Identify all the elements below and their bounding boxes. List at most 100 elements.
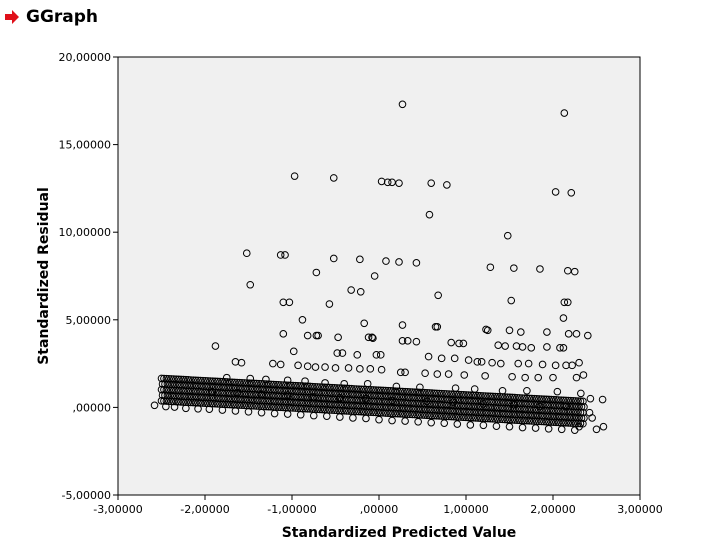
data-point <box>464 391 473 399</box>
data-point <box>572 402 581 411</box>
data-point <box>450 412 458 421</box>
data-point <box>549 407 558 415</box>
data-point <box>360 391 369 399</box>
data-point <box>411 388 419 396</box>
data-point <box>336 389 345 398</box>
data-point <box>527 344 536 352</box>
data-point <box>350 407 358 416</box>
data-point <box>492 398 501 406</box>
data-point <box>548 412 557 421</box>
data-point <box>308 405 317 413</box>
data-point <box>273 386 281 395</box>
data-point <box>525 405 534 414</box>
x-tick-label: 1,00000 <box>443 503 489 516</box>
data-point <box>268 386 276 394</box>
data-point <box>260 402 268 411</box>
data-point <box>436 406 445 415</box>
data-point <box>570 267 579 276</box>
data-point <box>201 376 210 385</box>
data-point <box>508 393 517 402</box>
data-point <box>515 394 524 402</box>
data-point <box>360 319 369 328</box>
data-point <box>269 359 277 368</box>
data-point <box>225 400 234 409</box>
data-point <box>413 388 422 397</box>
data-point <box>464 413 473 422</box>
data-point <box>253 396 262 405</box>
data-point <box>316 383 324 391</box>
data-point <box>501 415 509 424</box>
data-point <box>418 399 426 408</box>
data-point <box>404 393 413 402</box>
data-point <box>412 405 420 413</box>
data-point <box>180 392 189 401</box>
data-point <box>521 373 529 382</box>
data-point <box>455 396 464 404</box>
data-point <box>510 264 518 272</box>
data-point <box>278 397 286 406</box>
data-point <box>430 400 439 409</box>
data-point <box>425 389 434 397</box>
data-point <box>170 403 179 411</box>
data-point <box>401 368 409 377</box>
data-point <box>484 392 492 400</box>
data-point <box>272 392 280 400</box>
data-point <box>284 381 292 390</box>
data-point <box>173 392 181 400</box>
data-point <box>302 399 311 407</box>
data-point <box>228 378 236 387</box>
data-point <box>209 394 218 402</box>
data-point <box>330 384 339 392</box>
data-point <box>160 374 168 383</box>
data-point <box>328 395 336 403</box>
data-point <box>324 389 332 397</box>
data-point <box>183 381 191 390</box>
data-point <box>520 405 529 414</box>
data-point <box>398 410 407 418</box>
data-point <box>403 399 412 407</box>
data-point <box>493 404 502 412</box>
data-point <box>295 398 303 407</box>
data-point <box>182 375 190 384</box>
data-point <box>309 388 318 397</box>
data-point <box>190 393 199 401</box>
data-point <box>255 379 263 388</box>
data-point <box>474 414 482 422</box>
data-point <box>504 399 513 407</box>
data-point <box>341 401 350 409</box>
data-point <box>430 389 439 398</box>
data-point <box>574 419 582 428</box>
data-point <box>355 396 363 405</box>
data-point <box>311 382 319 391</box>
data-point <box>186 387 195 396</box>
data-point <box>430 411 439 420</box>
data-point <box>599 422 608 431</box>
data-point <box>409 393 418 402</box>
data-point <box>584 331 592 340</box>
data-point <box>501 393 509 401</box>
data-point <box>562 419 570 427</box>
data-point <box>333 349 342 357</box>
data-point <box>507 296 516 305</box>
data-point <box>251 396 259 405</box>
data-point <box>362 408 370 416</box>
data-point <box>570 413 579 422</box>
data-point <box>374 386 383 394</box>
data-point <box>301 393 310 402</box>
data-point <box>263 397 272 405</box>
data-point <box>241 384 250 393</box>
data-point <box>396 368 405 377</box>
data-point <box>257 380 266 388</box>
data-point <box>486 392 495 401</box>
data-point <box>300 399 308 407</box>
data-point <box>507 399 515 407</box>
data-point <box>347 396 356 404</box>
data-point <box>303 362 312 371</box>
data-point <box>501 342 509 350</box>
data-point <box>350 396 358 404</box>
data-point <box>340 379 349 388</box>
data-point <box>484 403 492 412</box>
data-point <box>345 407 353 415</box>
data-point <box>508 416 517 424</box>
data-point <box>172 375 180 383</box>
